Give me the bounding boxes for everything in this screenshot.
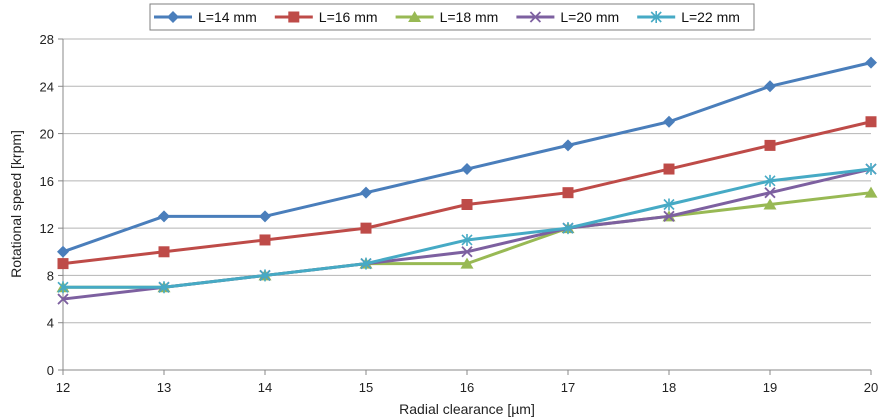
x-tick-label-15: 15	[359, 380, 373, 395]
legend-marker-2	[288, 11, 300, 23]
y-tick-label-12: 12	[40, 221, 54, 236]
data-point-s5-18	[663, 198, 675, 211]
data-point-s1-13	[158, 210, 170, 223]
legend-item-3: L=18 mm	[395, 9, 499, 25]
x-tick-label-18: 18	[662, 380, 676, 395]
legend-item-4: L=20 mm	[516, 9, 619, 25]
x-tick-label-13: 13	[157, 380, 171, 395]
x-tick-label-12: 12	[56, 380, 70, 395]
data-point-s1-14	[259, 210, 271, 223]
x-tick-label-14: 14	[258, 380, 272, 395]
legend-marker-3	[408, 11, 422, 22]
legend-item-1: L=14 mm	[154, 9, 257, 25]
legend-marker-1	[167, 11, 179, 23]
data-point-s5-19	[764, 174, 776, 187]
data-point-s2-19	[764, 139, 776, 151]
y-tick-label-28: 28	[40, 32, 54, 47]
data-point-s1-15	[360, 186, 372, 199]
y-tick-label-16: 16	[40, 174, 54, 189]
series-1	[57, 56, 877, 258]
data-point-s1-17	[562, 139, 574, 152]
data-point-s2-14	[259, 234, 271, 246]
legend-label-3: L=18 mm	[440, 9, 499, 25]
x-tick-label-19: 19	[763, 380, 777, 395]
y-axis-title: Rotational speed [krpm]	[8, 130, 24, 278]
data-point-s3-20	[864, 186, 878, 198]
x-tick-label-16: 16	[460, 380, 474, 395]
data-point-s1-16	[461, 163, 473, 176]
data-point-s4-12	[57, 293, 69, 305]
y-tick-label-24: 24	[40, 79, 54, 94]
data-point-s5-13	[158, 281, 170, 294]
series-line-1	[62, 61, 872, 254]
data-point-s2-18	[663, 163, 675, 175]
series-5	[57, 163, 877, 294]
legend-label-5: L=22 mm	[681, 9, 740, 25]
data-point-s5-14	[259, 269, 271, 282]
data-point-s3-16	[460, 257, 474, 269]
legend-marker-5	[650, 11, 662, 23]
data-point-s3-19	[763, 198, 777, 210]
data-point-s1-12	[57, 245, 69, 258]
data-point-s1-19	[764, 80, 776, 93]
data-point-s5-20	[865, 163, 877, 176]
x-tick-label-17: 17	[561, 380, 575, 395]
data-point-s5-12	[57, 281, 69, 294]
y-tick-label-4: 4	[47, 316, 54, 331]
data-point-s2-16	[461, 199, 473, 210]
series-lines	[56, 56, 878, 305]
legend-label-1: L=14 mm	[198, 9, 257, 25]
legend-marker-4	[529, 11, 542, 23]
series-2	[57, 116, 877, 270]
data-point-s5-16	[461, 233, 473, 246]
data-point-s4-18	[663, 210, 675, 222]
data-point-s1-20	[865, 56, 877, 69]
data-point-s4-19	[764, 187, 776, 199]
legend-label-2: L=16 mm	[319, 9, 378, 25]
axes: 0 4 8 12 16 20 24 28 12 13 14 15 16 17 18 19 20	[40, 32, 879, 395]
y-tick-label-8: 8	[47, 268, 54, 283]
legend-label-4: L=20 mm	[560, 9, 619, 25]
data-point-s4-16	[461, 246, 473, 258]
y-tick-label-0: 0	[47, 363, 54, 378]
data-point-s2-13	[158, 246, 170, 258]
y-tick-label-20: 20	[40, 127, 54, 142]
legend-item-5: L=22 mm	[637, 9, 740, 25]
x-tick-label-20: 20	[864, 380, 878, 395]
gridlines	[63, 38, 871, 371]
data-point-s2-17	[562, 187, 574, 199]
data-point-s2-20	[865, 116, 877, 128]
data-point-s2-12	[57, 258, 69, 270]
legend-item-2: L=16 mm	[274, 9, 378, 25]
data-point-s5-17	[562, 222, 574, 235]
data-point-s5-15	[360, 257, 372, 270]
data-point-s1-18	[663, 115, 675, 128]
legend: L=14 mm L=16 mm L=18 mm L=20 mm L=22 mm	[149, 3, 755, 31]
x-axis-title: Radial clearance [µm]	[399, 401, 535, 417]
data-point-s2-15	[360, 222, 372, 234]
